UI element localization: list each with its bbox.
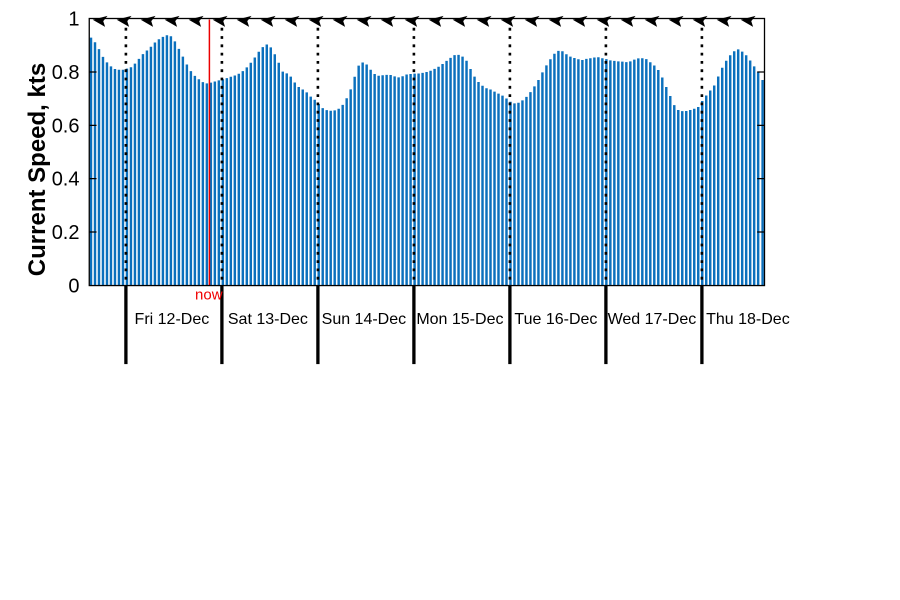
svg-text:Tue 16-Dec: Tue 16-Dec [514,311,597,328]
svg-text:Current Speed, kts: Current Speed, kts [24,63,51,276]
svg-text:Sat 13-Dec: Sat 13-Dec [228,311,308,328]
svg-text:Sun 14-Dec: Sun 14-Dec [322,311,407,328]
svg-text:1: 1 [68,9,79,31]
svg-text:Fri 12-Dec: Fri 12-Dec [135,311,210,328]
svg-text:0: 0 [68,275,79,297]
svg-text:0.6: 0.6 [52,115,80,137]
svg-text:0.2: 0.2 [52,222,80,244]
svg-text:0.8: 0.8 [52,62,80,84]
svg-text:now: now [195,287,223,304]
svg-text:Thu 18-Dec: Thu 18-Dec [706,311,790,328]
svg-text:Wed 17-Dec: Wed 17-Dec [608,311,697,328]
svg-text:0.4: 0.4 [52,169,80,191]
svg-text:Mon 15-Dec: Mon 15-Dec [416,311,503,328]
